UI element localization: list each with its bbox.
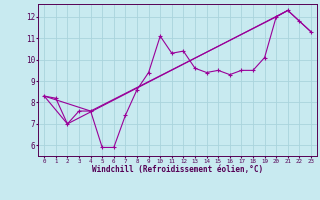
X-axis label: Windchill (Refroidissement éolien,°C): Windchill (Refroidissement éolien,°C) — [92, 165, 263, 174]
